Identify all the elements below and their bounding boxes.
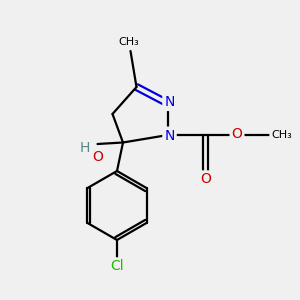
Text: O: O (232, 128, 242, 141)
Text: O: O (200, 172, 211, 186)
Text: CH₃: CH₃ (271, 130, 292, 140)
Text: O: O (92, 150, 103, 164)
Text: Cl: Cl (110, 260, 124, 273)
Text: N: N (164, 129, 175, 142)
Text: N: N (164, 95, 175, 109)
Text: CH₃: CH₃ (118, 37, 140, 47)
Text: H: H (80, 142, 90, 155)
